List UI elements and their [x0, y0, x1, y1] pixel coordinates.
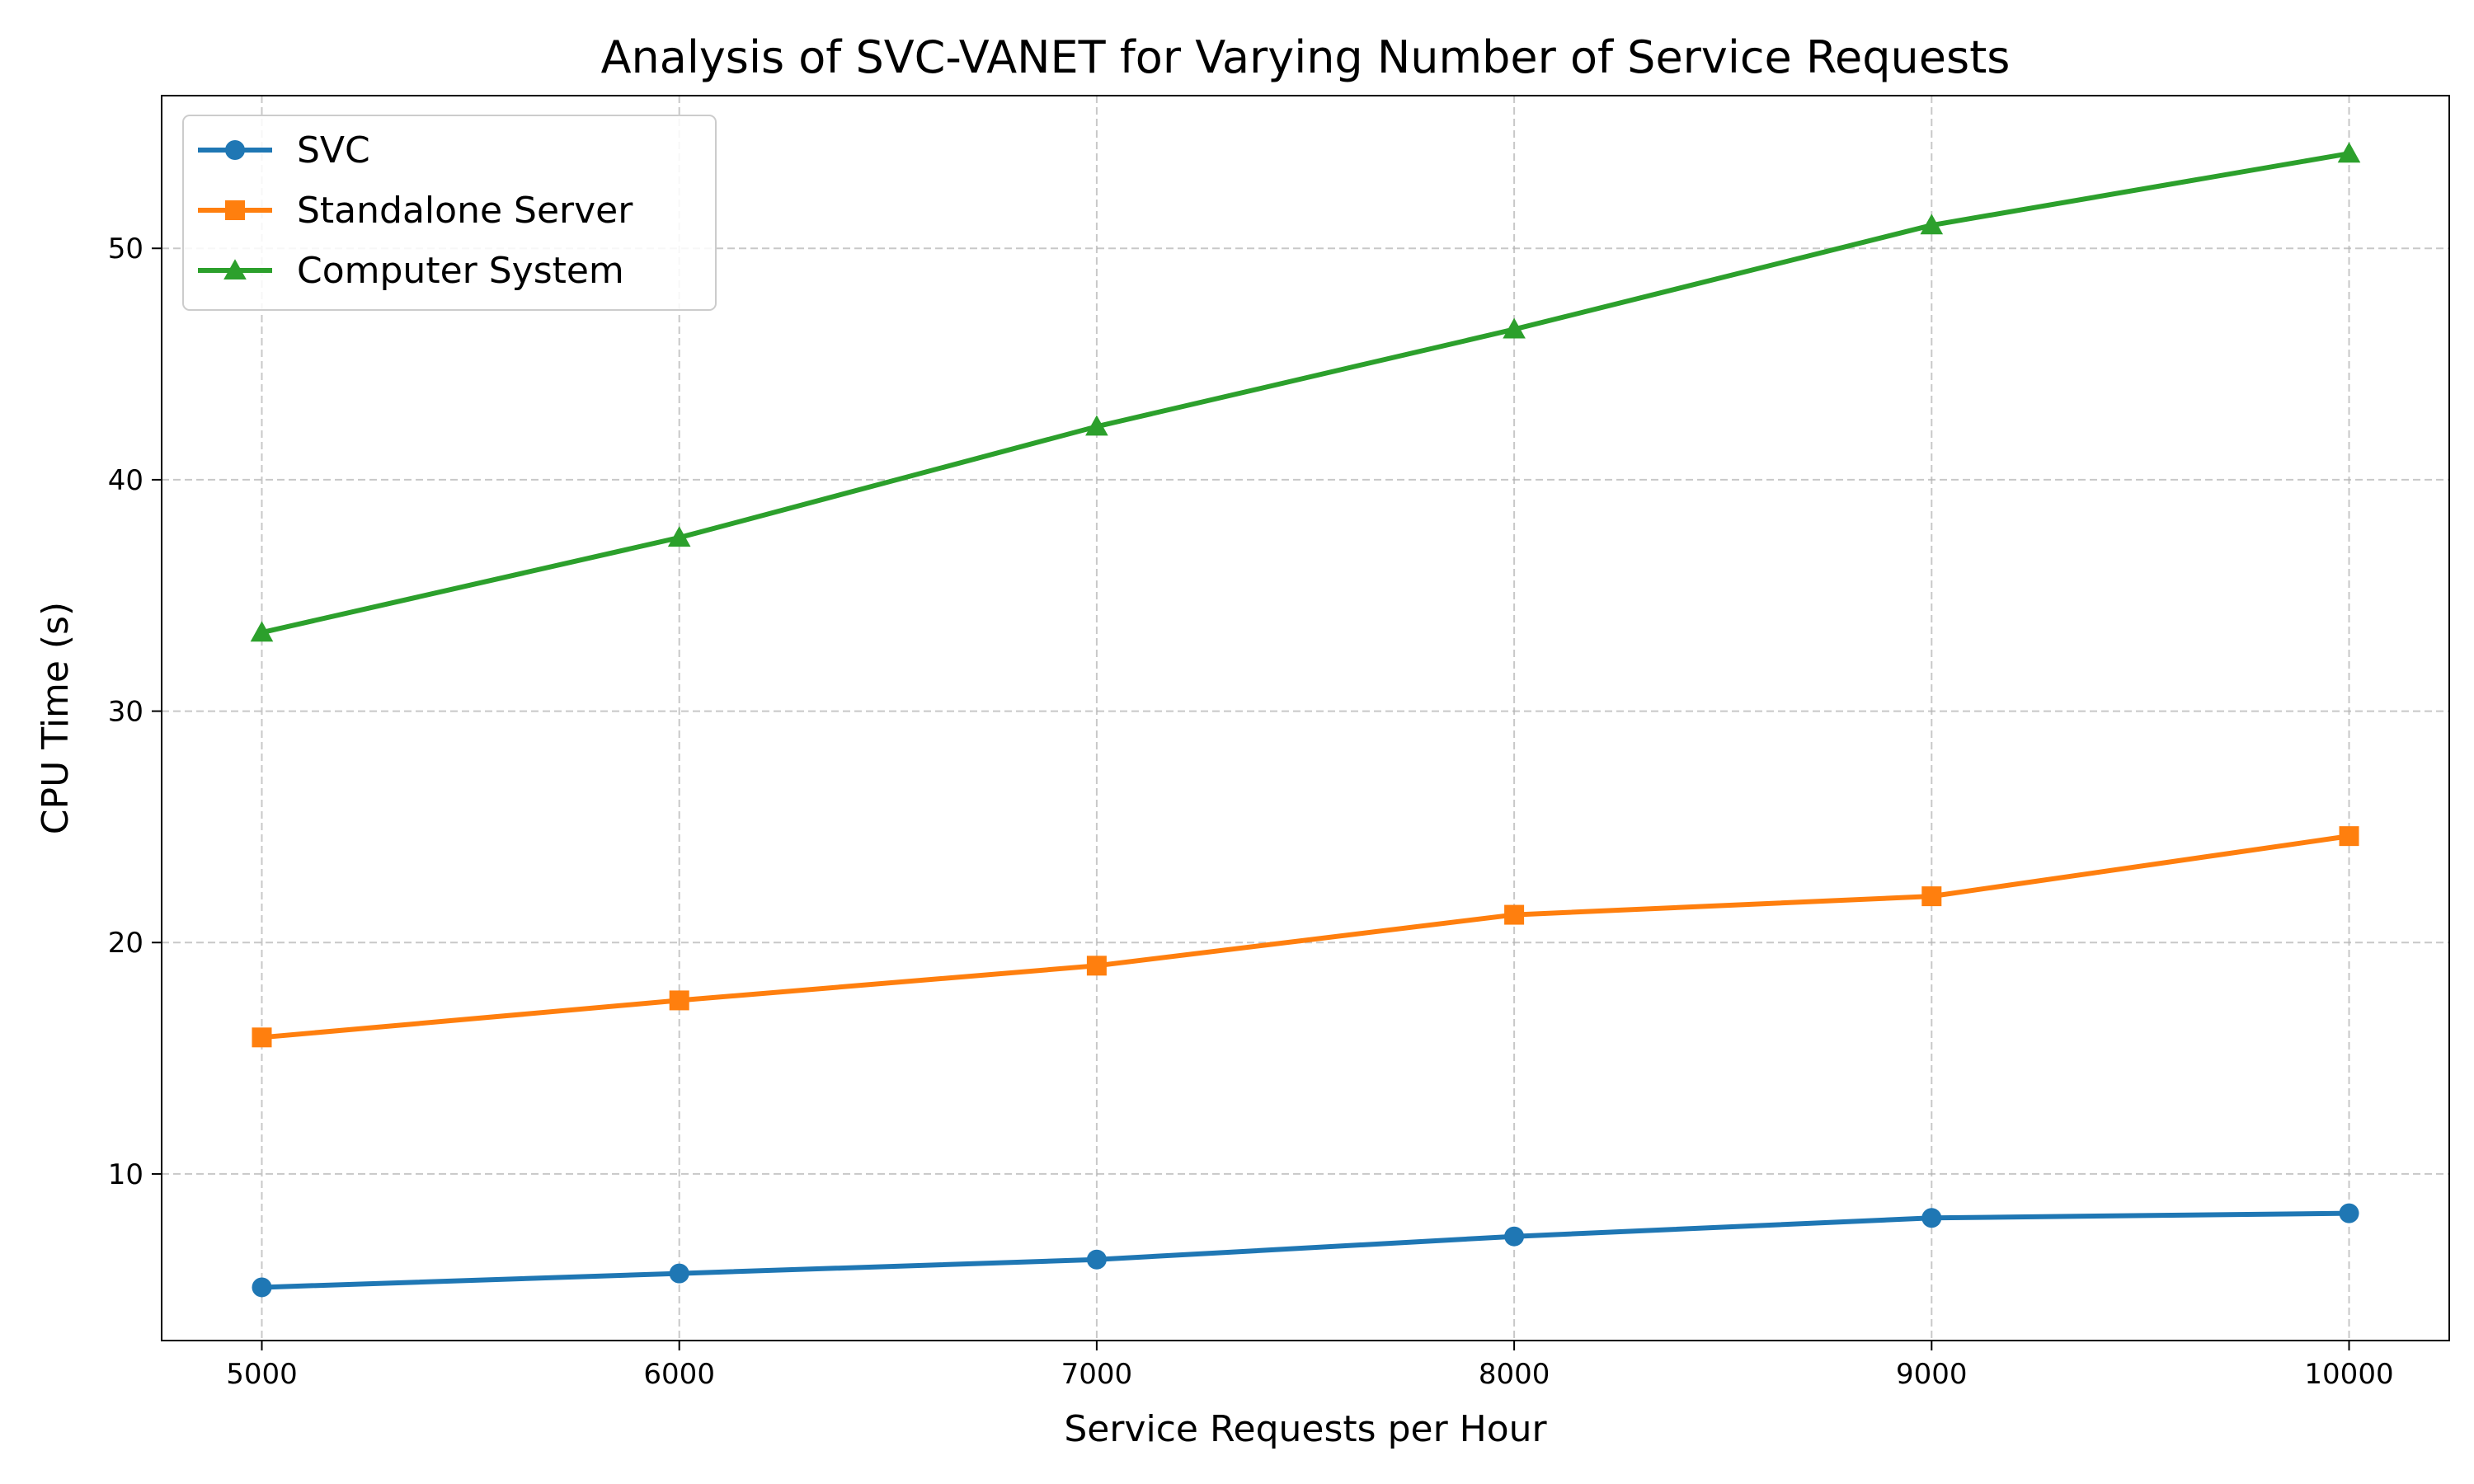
legend-marker	[223, 259, 247, 280]
legend-label: Standalone Server	[297, 190, 633, 232]
y-tick-label: 10	[108, 1158, 143, 1191]
x-axis: 5000 6000 7000 8000 9000 10000	[226, 1341, 2394, 1391]
data-point-computer-system	[1920, 214, 1944, 235]
data-point-standalone-server	[1086, 956, 1107, 976]
y-tick-label: 50	[108, 232, 143, 265]
data-point-standalone-server	[1921, 886, 1942, 907]
legend: SVC Standalone Server Computer System	[182, 115, 717, 311]
data-point-svc	[669, 1263, 689, 1284]
x-tick-label: 7000	[1061, 1358, 1133, 1391]
x-tick-label: 9000	[1896, 1358, 1968, 1391]
legend-box	[182, 115, 717, 311]
legend-marker	[225, 140, 245, 160]
data-point-standalone-server	[2339, 826, 2359, 847]
data-point-svc	[1086, 1249, 1107, 1270]
data-point-svc	[1504, 1226, 1525, 1247]
series-standalone-server	[252, 826, 2359, 1048]
y-tick-label: 40	[108, 464, 143, 497]
legend-item-standalone-server: Standalone Server	[198, 190, 633, 232]
legend-item-computer-system: Computer System	[198, 250, 624, 292]
plot-area-frame	[161, 95, 2450, 1341]
data-point-computer-system	[1085, 415, 1108, 436]
series-svc	[252, 1203, 2359, 1298]
x-tick-label: 10000	[2304, 1358, 2393, 1391]
series-line-standalone-server	[259, 834, 2352, 1040]
legend-label: SVC	[297, 129, 370, 171]
data-point-computer-system	[250, 621, 274, 642]
data-point-computer-system	[667, 526, 691, 547]
x-tick-label: 5000	[226, 1358, 298, 1391]
data-point-svc	[1921, 1208, 1942, 1228]
x-tick-label: 6000	[643, 1358, 715, 1391]
series-layer	[250, 142, 2361, 1298]
chart-title: Analysis of SVC-VANET for Varying Number…	[601, 31, 2011, 83]
data-point-svc	[2339, 1203, 2359, 1223]
data-point-standalone-server	[1504, 904, 1525, 925]
data-point-computer-system	[2337, 142, 2361, 163]
y-tick-label: 30	[108, 696, 143, 729]
y-axis: 10 20 30 40 50	[108, 232, 162, 1191]
series-line-svc	[259, 1210, 2352, 1290]
legend-label: Computer System	[297, 250, 624, 292]
y-axis-label: CPU Time (s)	[35, 602, 77, 834]
x-tick-label: 8000	[1479, 1358, 1550, 1391]
data-point-standalone-server	[252, 1027, 272, 1048]
x-axis-label: Service Requests per Hour	[1064, 1408, 1547, 1450]
data-point-computer-system	[1503, 317, 1526, 339]
data-point-standalone-server	[669, 990, 689, 1011]
legend-item-svc: SVC	[198, 129, 370, 171]
series-line-computer-system	[259, 151, 2352, 636]
data-point-svc	[252, 1277, 272, 1298]
y-tick-label: 20	[108, 927, 143, 960]
series-computer-system	[250, 142, 2361, 642]
legend-marker	[225, 200, 245, 220]
